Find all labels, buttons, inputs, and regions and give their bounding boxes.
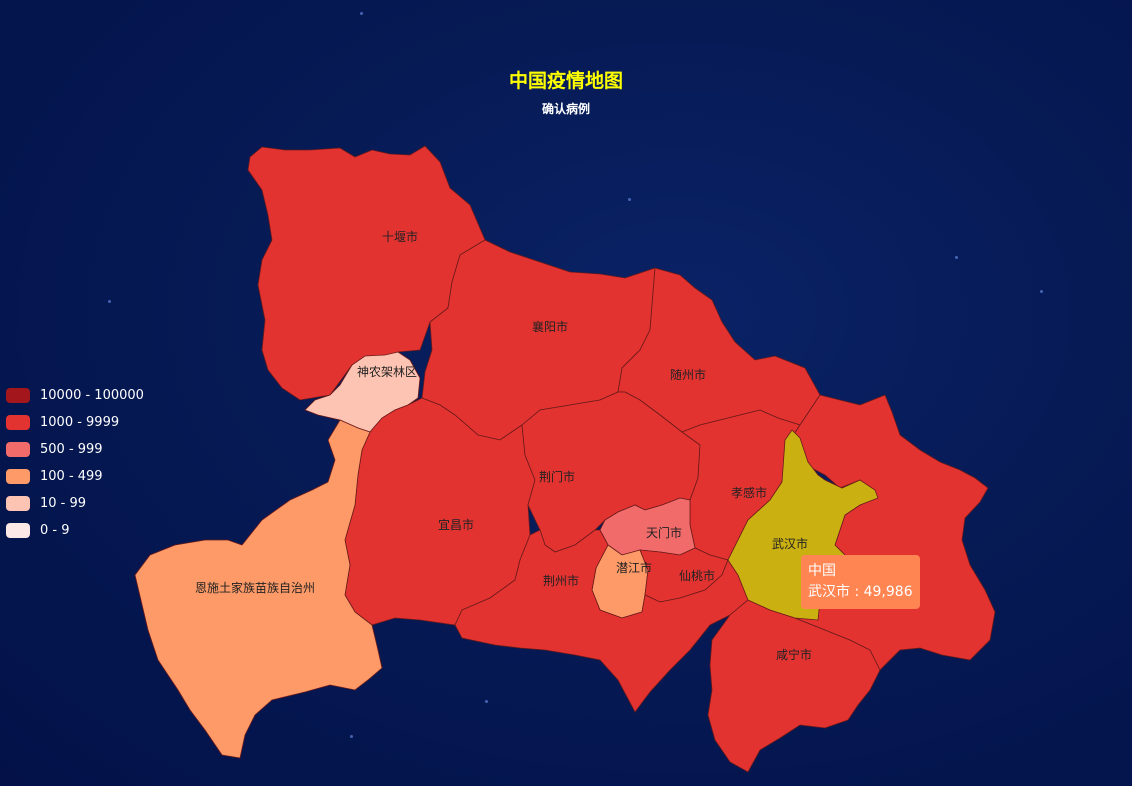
label-jingzhou: 荆州市 bbox=[543, 573, 579, 588]
legend-swatch bbox=[6, 442, 30, 457]
label-tianmen: 天门市 bbox=[646, 525, 682, 540]
region-enshi[interactable] bbox=[134, 419, 383, 759]
label-shennongjia: 神农架林区 bbox=[357, 365, 417, 379]
legend-label: 0 - 9 bbox=[40, 523, 70, 538]
map-tooltip: 中国 武汉市 : 49,986 bbox=[801, 555, 920, 609]
legend-label: 100 - 499 bbox=[40, 469, 103, 484]
background-star bbox=[350, 735, 353, 738]
legend-label: 500 - 999 bbox=[40, 442, 103, 457]
label-jingmen: 荆门市 bbox=[539, 469, 575, 484]
background-star bbox=[1040, 290, 1043, 293]
legend-label: 1000 - 9999 bbox=[40, 415, 120, 430]
background-star bbox=[108, 300, 111, 303]
legend-item[interactable]: 100 - 499 bbox=[6, 463, 144, 490]
tooltip-series: 中国 bbox=[808, 563, 836, 579]
background-star bbox=[955, 256, 958, 259]
legend-item[interactable]: 0 - 9 bbox=[6, 517, 144, 544]
label-xiantao: 仙桃市 bbox=[679, 568, 715, 583]
background-star bbox=[628, 198, 631, 201]
legend-item[interactable]: 10 - 99 bbox=[6, 490, 144, 517]
label-suizhou: 随州市 bbox=[670, 367, 706, 382]
legend-swatch bbox=[6, 469, 30, 484]
background-star bbox=[360, 12, 363, 15]
label-yichang: 宜昌市 bbox=[438, 517, 474, 532]
map-title: 中国疫情地图 bbox=[508, 70, 623, 92]
label-enshi: 恩施土家族苗族自治州 bbox=[195, 580, 315, 595]
background-star bbox=[485, 700, 488, 703]
legend-swatch bbox=[6, 415, 30, 430]
legend-swatch bbox=[6, 388, 30, 403]
legend-swatch bbox=[6, 523, 30, 538]
legend-item[interactable]: 1000 - 9999 bbox=[6, 409, 144, 436]
legend-label: 10 - 99 bbox=[40, 496, 87, 511]
map-subtitle: 确认病例 bbox=[541, 102, 590, 116]
label-xiangyang: 襄阳市 bbox=[532, 319, 568, 334]
legend-item[interactable]: 10000 - 100000 bbox=[6, 382, 144, 409]
label-shiyan: 十堰市 bbox=[382, 229, 418, 244]
visual-map-legend: 10000 - 100000 1000 - 9999 500 - 999 100… bbox=[6, 382, 144, 544]
legend-item[interactable]: 500 - 999 bbox=[6, 436, 144, 463]
legend-swatch bbox=[6, 496, 30, 511]
label-wuhan: 武汉市 bbox=[772, 536, 808, 551]
label-xianning: 咸宁市 bbox=[776, 647, 812, 662]
label-xiaogan: 孝感市 bbox=[731, 485, 767, 500]
legend-label: 10000 - 100000 bbox=[40, 388, 144, 403]
tooltip-value: 武汉市 : 49,986 bbox=[808, 584, 913, 600]
label-qianjiang: 潜江市 bbox=[616, 560, 652, 575]
